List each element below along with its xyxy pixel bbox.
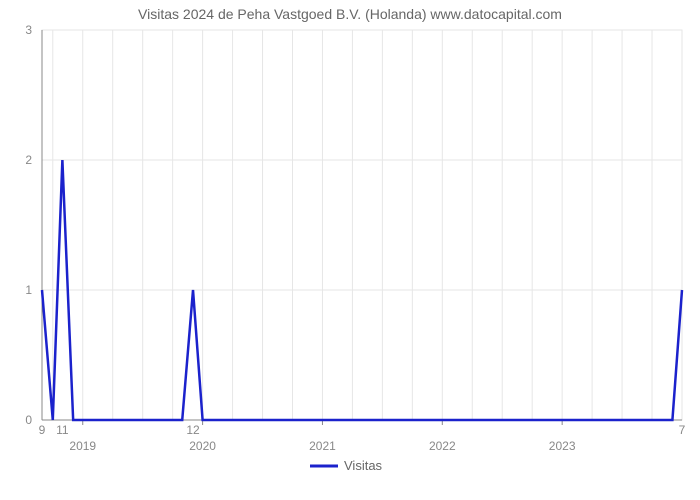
y-tick-label: 3 — [25, 23, 32, 37]
x-tick-label: 2019 — [69, 439, 96, 453]
legend-label: Visitas — [344, 458, 383, 473]
chart-canvas: 012391112720192020202120222023Visitas — [0, 0, 700, 500]
x-tick-label: 2020 — [189, 439, 216, 453]
x-minor-tick-label: 11 — [56, 423, 69, 437]
x-minor-tick-label: 12 — [186, 423, 200, 437]
y-tick-label: 2 — [25, 153, 32, 167]
x-tick-label: 2023 — [549, 439, 576, 453]
y-tick-label: 1 — [25, 283, 32, 297]
y-tick-label: 0 — [25, 413, 32, 427]
x-minor-tick-label: 7 — [679, 423, 686, 437]
x-tick-label: 2021 — [309, 439, 336, 453]
x-tick-label: 2022 — [429, 439, 456, 453]
x-minor-tick-label: 9 — [39, 423, 46, 437]
